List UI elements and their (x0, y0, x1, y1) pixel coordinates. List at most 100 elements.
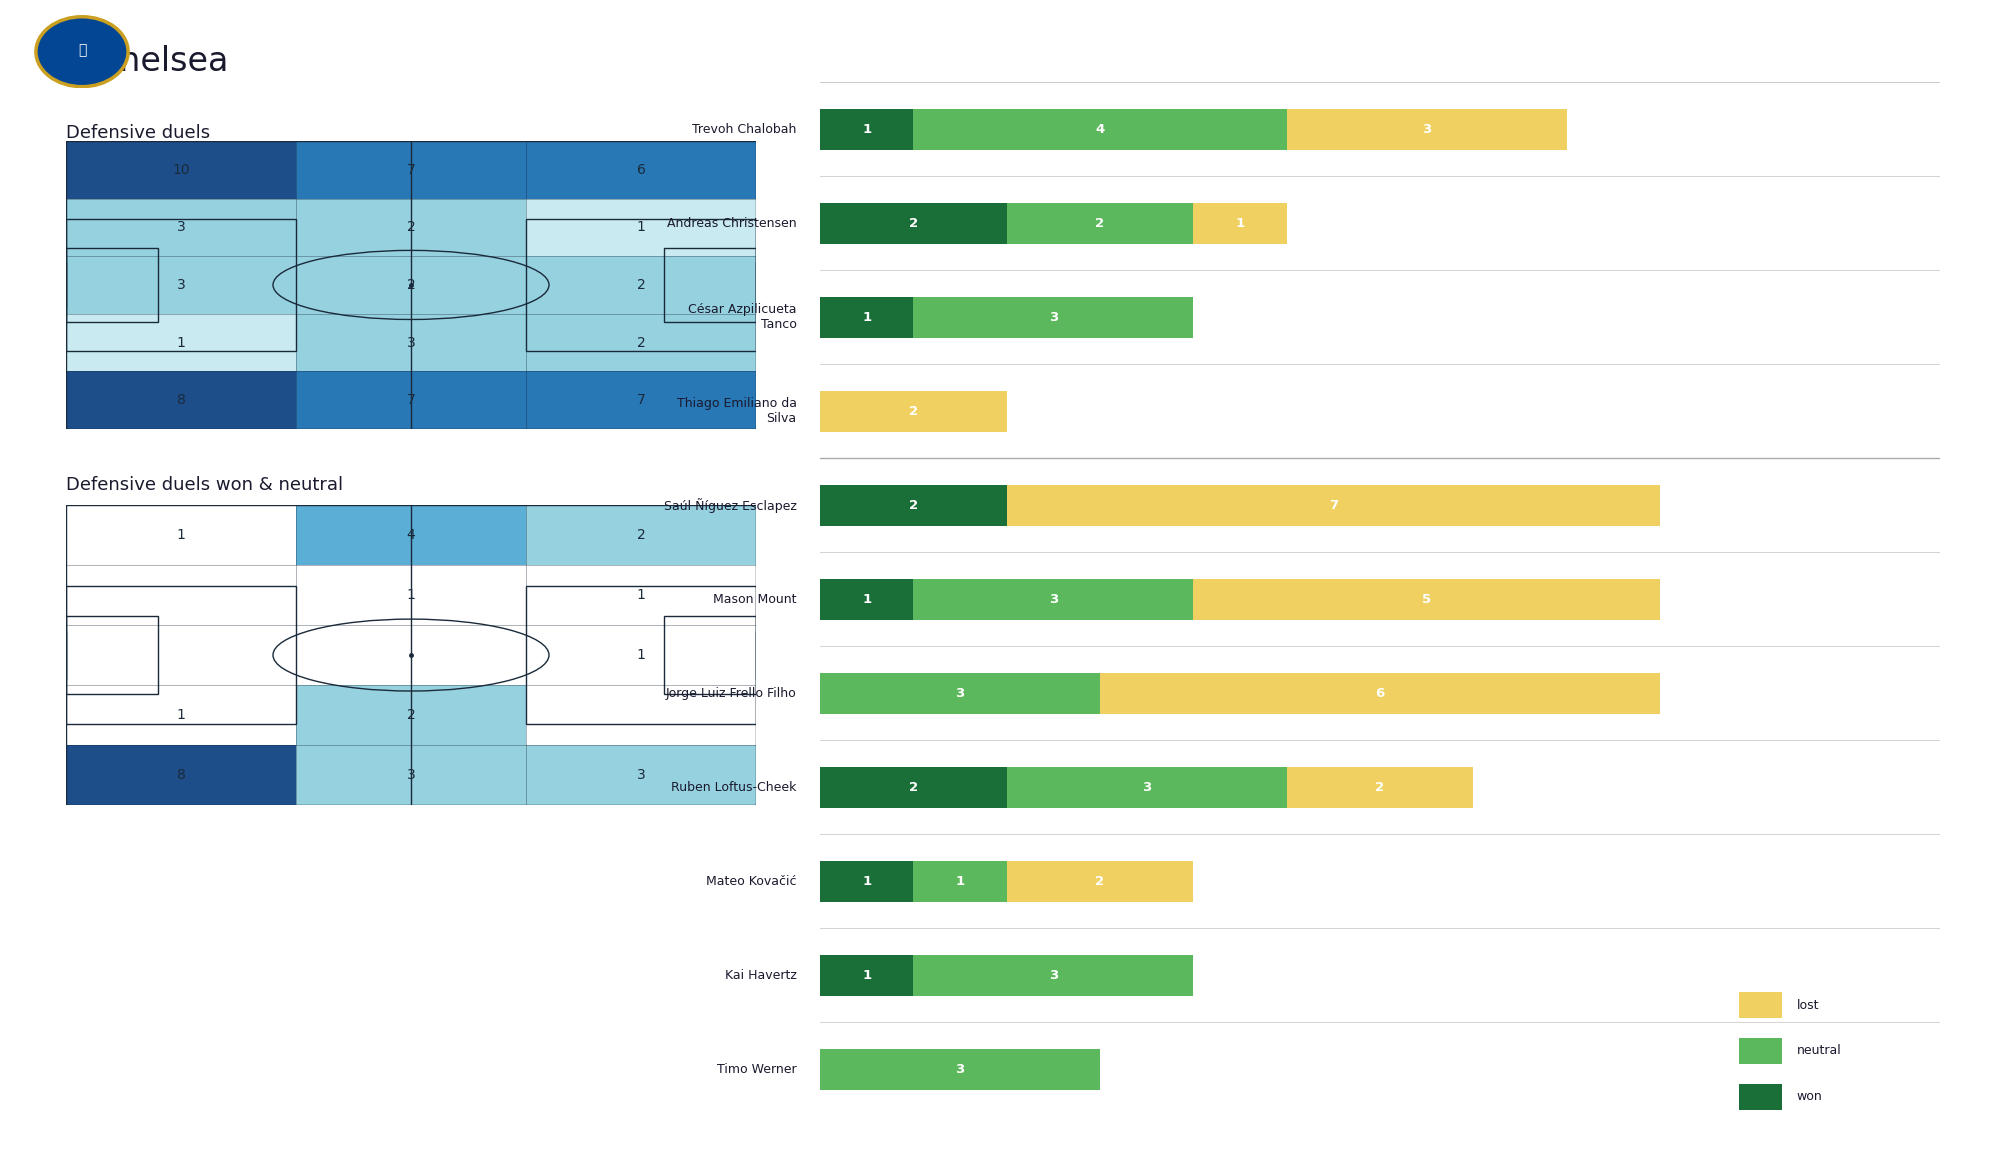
Text: Mason Mount: Mason Mount (714, 592, 796, 606)
Text: 6: 6 (1376, 686, 1384, 700)
Text: lost: lost (1796, 999, 1818, 1012)
Text: 1: 1 (176, 709, 186, 721)
Bar (914, 296, 1194, 338)
Text: Trevoh Chalobah: Trevoh Chalobah (692, 122, 796, 136)
Bar (296, 685, 526, 745)
Bar (66, 219, 296, 351)
Bar (526, 141, 756, 199)
Bar (1194, 578, 1660, 620)
Bar (820, 578, 914, 620)
Bar (526, 745, 756, 805)
Text: 2: 2 (908, 780, 918, 794)
Text: 1: 1 (862, 592, 872, 606)
Bar (66, 745, 296, 805)
Text: Jorge Luiz Frello Filho: Jorge Luiz Frello Filho (666, 686, 796, 700)
Bar (756, 631, 784, 679)
Text: 1: 1 (636, 589, 646, 602)
Text: 3: 3 (406, 768, 416, 781)
Bar (296, 371, 526, 429)
Text: 3: 3 (956, 1062, 964, 1076)
Text: Timo Werner: Timo Werner (718, 1062, 796, 1076)
Text: 8: 8 (176, 768, 186, 781)
Bar (1738, 1038, 1782, 1063)
Bar (296, 565, 526, 625)
Text: Ruben Loftus-Cheek: Ruben Loftus-Cheek (672, 780, 796, 794)
Bar (820, 390, 1006, 432)
Text: 2: 2 (908, 498, 918, 512)
Text: 5: 5 (1422, 592, 1432, 606)
Text: 2: 2 (1096, 874, 1104, 888)
Bar (66, 256, 296, 314)
Bar (526, 219, 756, 351)
Text: 7: 7 (636, 394, 646, 407)
Text: 3: 3 (176, 221, 186, 234)
Text: 2: 2 (406, 278, 416, 291)
Text: 2: 2 (908, 404, 918, 418)
Text: Defensive duels: Defensive duels (66, 123, 210, 142)
Bar (66, 565, 296, 625)
Text: 2: 2 (636, 278, 646, 291)
Bar (1738, 992, 1782, 1018)
Bar (1100, 672, 1660, 714)
Bar (526, 685, 756, 745)
Text: 1: 1 (862, 122, 872, 136)
Text: 2: 2 (636, 529, 646, 542)
Bar (914, 954, 1194, 996)
Bar (296, 625, 526, 685)
Text: 1: 1 (862, 310, 872, 324)
Bar (66, 371, 296, 429)
Text: 4: 4 (406, 529, 416, 542)
Bar (66, 625, 296, 685)
Bar (66, 505, 296, 565)
Text: 3: 3 (176, 278, 186, 291)
Bar (296, 256, 526, 314)
Bar (38, 262, 66, 308)
Text: Chelsea: Chelsea (96, 45, 228, 78)
Bar (526, 565, 756, 625)
Text: 2: 2 (1376, 780, 1384, 794)
Bar (820, 108, 914, 150)
Text: 1: 1 (406, 589, 416, 602)
Text: 2: 2 (406, 709, 416, 721)
Bar (756, 262, 784, 308)
Bar (820, 202, 1006, 244)
Bar (66, 199, 296, 256)
Bar (296, 314, 526, 371)
Text: Saúl Ñíguez Esclapez: Saúl Ñíguez Esclapez (664, 498, 796, 512)
Text: Andreas Christensen: Andreas Christensen (668, 216, 796, 230)
Text: 3: 3 (636, 768, 646, 781)
Text: 8: 8 (176, 394, 186, 407)
Text: 2: 2 (1096, 216, 1104, 230)
Text: 1: 1 (636, 649, 646, 662)
Text: 4: 4 (1096, 122, 1104, 136)
Bar (1006, 484, 1660, 526)
Bar (66, 314, 296, 371)
Text: 1: 1 (636, 221, 646, 234)
Text: ⚽: ⚽ (78, 43, 86, 58)
Bar (820, 484, 1006, 526)
Bar (296, 199, 526, 256)
Bar (66, 586, 296, 724)
Bar (820, 860, 914, 902)
Text: 1: 1 (176, 529, 186, 542)
Text: 3: 3 (1048, 968, 1058, 982)
Bar (914, 860, 1006, 902)
Bar (820, 672, 1100, 714)
Bar (1286, 108, 1566, 150)
Bar (526, 199, 756, 256)
Text: 3: 3 (956, 686, 964, 700)
Text: 7: 7 (406, 163, 416, 176)
Bar (1194, 202, 1286, 244)
Bar (820, 1048, 1100, 1090)
Bar (526, 371, 756, 429)
Text: 7: 7 (406, 394, 416, 407)
Bar (820, 766, 1006, 808)
Bar (820, 296, 914, 338)
Bar (296, 505, 526, 565)
Text: Kai Havertz: Kai Havertz (724, 968, 796, 982)
Bar (526, 314, 756, 371)
Bar (526, 586, 756, 724)
Bar (914, 578, 1194, 620)
Bar (1006, 766, 1286, 808)
Text: 1: 1 (956, 874, 964, 888)
